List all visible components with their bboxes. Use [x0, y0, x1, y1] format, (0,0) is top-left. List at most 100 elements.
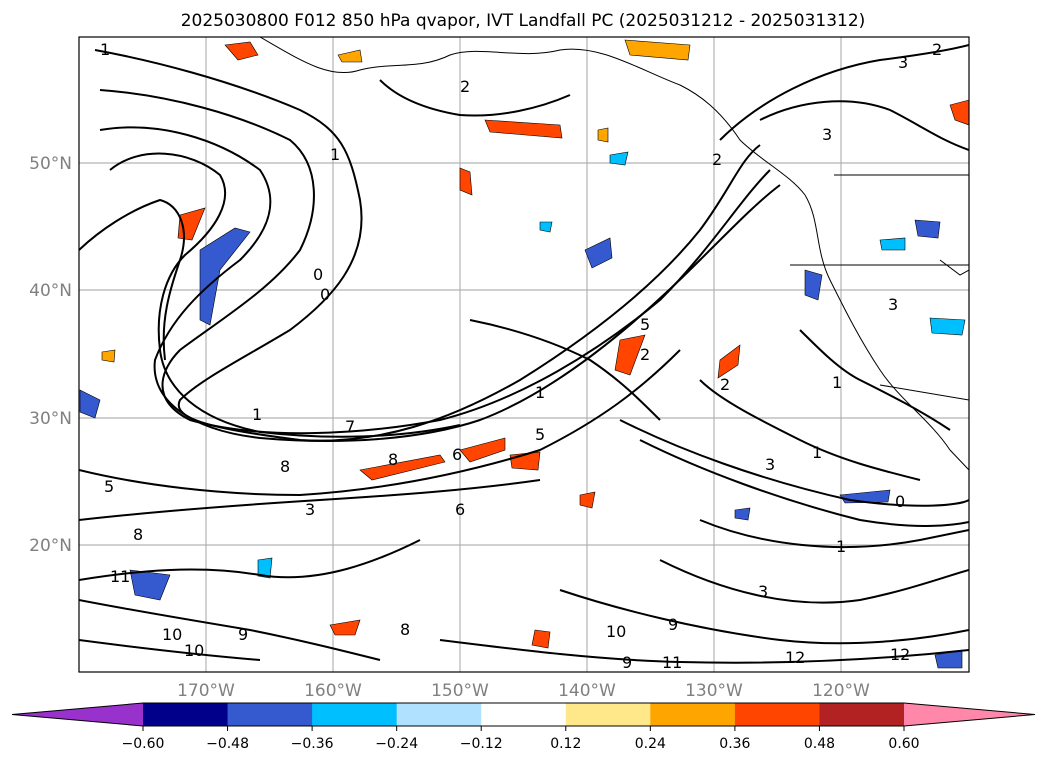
contour-label: 5 — [640, 315, 650, 334]
contour-line — [79, 479, 541, 521]
patch — [459, 437, 506, 463]
colorbar-segment — [143, 703, 229, 726]
contour-label: 2 — [932, 40, 942, 59]
colorbar-extend-min — [12, 703, 143, 726]
map-background — [79, 37, 969, 672]
contour-line — [559, 589, 969, 645]
contour-labels: 1 1 1 1 1 1 1 2 2 2 2 3 3 3 3 3 3 5 5 5 … — [100, 40, 942, 672]
patch — [584, 237, 613, 269]
contour-label: 10 — [162, 625, 182, 644]
contour-line — [79, 539, 421, 581]
contour-label: 11 — [662, 653, 682, 672]
contour-label: 3 — [822, 125, 832, 144]
patch — [579, 491, 596, 509]
contour-label: 2 — [720, 375, 730, 394]
contour-line — [639, 439, 969, 527]
contour-label: 1 — [330, 145, 340, 164]
colorbar-tick-label: 0.60 — [888, 736, 919, 752]
contour-label: 8 — [388, 450, 398, 469]
patch — [929, 317, 966, 336]
contour-label: 1 — [535, 383, 545, 402]
lon-label: 140°W — [558, 681, 616, 701]
patch — [129, 569, 171, 601]
patch — [879, 237, 906, 251]
contour-label: 12 — [890, 645, 910, 664]
contour-label: 9 — [622, 653, 632, 672]
lon-label: 120°W — [812, 681, 870, 701]
contour-label: 1 — [832, 373, 842, 392]
patch — [459, 167, 473, 196]
contour-line — [439, 639, 969, 664]
contour-line — [79, 599, 381, 661]
contour-line — [79, 639, 261, 661]
colorbar-segment — [650, 703, 736, 726]
patch — [717, 344, 741, 379]
contour-label: 6 — [455, 500, 465, 519]
patch — [614, 334, 646, 376]
contour-label: 3 — [898, 53, 908, 72]
colorbar-tick-label: −0.12 — [460, 736, 503, 752]
patch — [609, 151, 629, 166]
patch — [597, 127, 609, 143]
contour-line — [79, 198, 185, 361]
contour-label: 11 — [110, 567, 130, 586]
lon-labels: 170°W 160°W 150°W 140°W 130°W 120°W — [177, 681, 870, 701]
figure-title: 2025030800 F012 850 hPa qvapor, IVT Land… — [181, 11, 866, 31]
ivt-contours — [79, 44, 969, 664]
colorbar-segment — [565, 703, 651, 726]
contour-label: 10 — [184, 641, 204, 660]
colorbar-tick-label: 0.36 — [719, 736, 750, 752]
patch — [329, 619, 361, 636]
patch — [199, 227, 251, 326]
contour-label: 8 — [280, 457, 290, 476]
contour-label: 2 — [712, 150, 722, 169]
colorbar-tick-label: −0.24 — [375, 736, 418, 752]
patch — [79, 389, 101, 419]
patch — [539, 221, 553, 233]
contour-line — [699, 379, 921, 481]
lat-label: 50°N — [29, 154, 72, 174]
map-area: 1 1 1 1 1 1 1 2 2 2 2 3 3 3 3 3 3 5 5 5 … — [79, 37, 969, 672]
colorbar-tick-label: 0.48 — [804, 736, 835, 752]
colorbar-segment — [734, 703, 820, 726]
patch — [224, 41, 259, 61]
colorbar-tick-label: −0.60 — [122, 736, 165, 752]
negative-anomaly-patches — [79, 151, 966, 669]
lon-label: 150°W — [431, 681, 489, 701]
contour-line — [699, 519, 969, 549]
patch — [531, 629, 551, 649]
contour-line — [659, 559, 969, 604]
colorbar-extend-max — [904, 703, 1035, 726]
contour-line — [719, 44, 969, 141]
contour-label: 3 — [305, 500, 315, 519]
patch — [257, 557, 273, 579]
contour-label: 9 — [668, 615, 678, 634]
colorbar-segment — [481, 703, 567, 726]
contour-line — [759, 100, 969, 151]
lat-label: 40°N — [29, 281, 72, 301]
colorbar-segment — [227, 703, 313, 726]
patch — [624, 39, 691, 61]
contour-label: 1 — [252, 405, 262, 424]
lat-labels: 50°N 40°N 30°N 20°N — [29, 154, 72, 556]
contour-line — [619, 419, 969, 507]
lat-label: 30°N — [29, 409, 72, 429]
lon-label: 170°W — [177, 681, 235, 701]
contour-label: 1 — [100, 40, 110, 59]
patch — [804, 269, 823, 301]
contour-label: 6 — [452, 445, 462, 464]
contour-line — [99, 126, 781, 442]
contour-line — [379, 79, 571, 117]
patch — [734, 507, 751, 521]
contour-label: 2 — [640, 345, 650, 364]
patch — [949, 99, 969, 126]
map-frame — [78, 36, 970, 673]
colorbar: −0.60 −0.48 −0.36 −0.24 −0.12 0.12 0.24 0.36 0.4… — [11, 702, 1036, 752]
contour-label: 8 — [400, 620, 410, 639]
patch — [337, 49, 363, 63]
contour-label: 9 — [238, 625, 248, 644]
contour-label: 8 — [133, 525, 143, 544]
contour-label: 7 — [345, 417, 355, 436]
contour-line — [109, 152, 461, 438]
